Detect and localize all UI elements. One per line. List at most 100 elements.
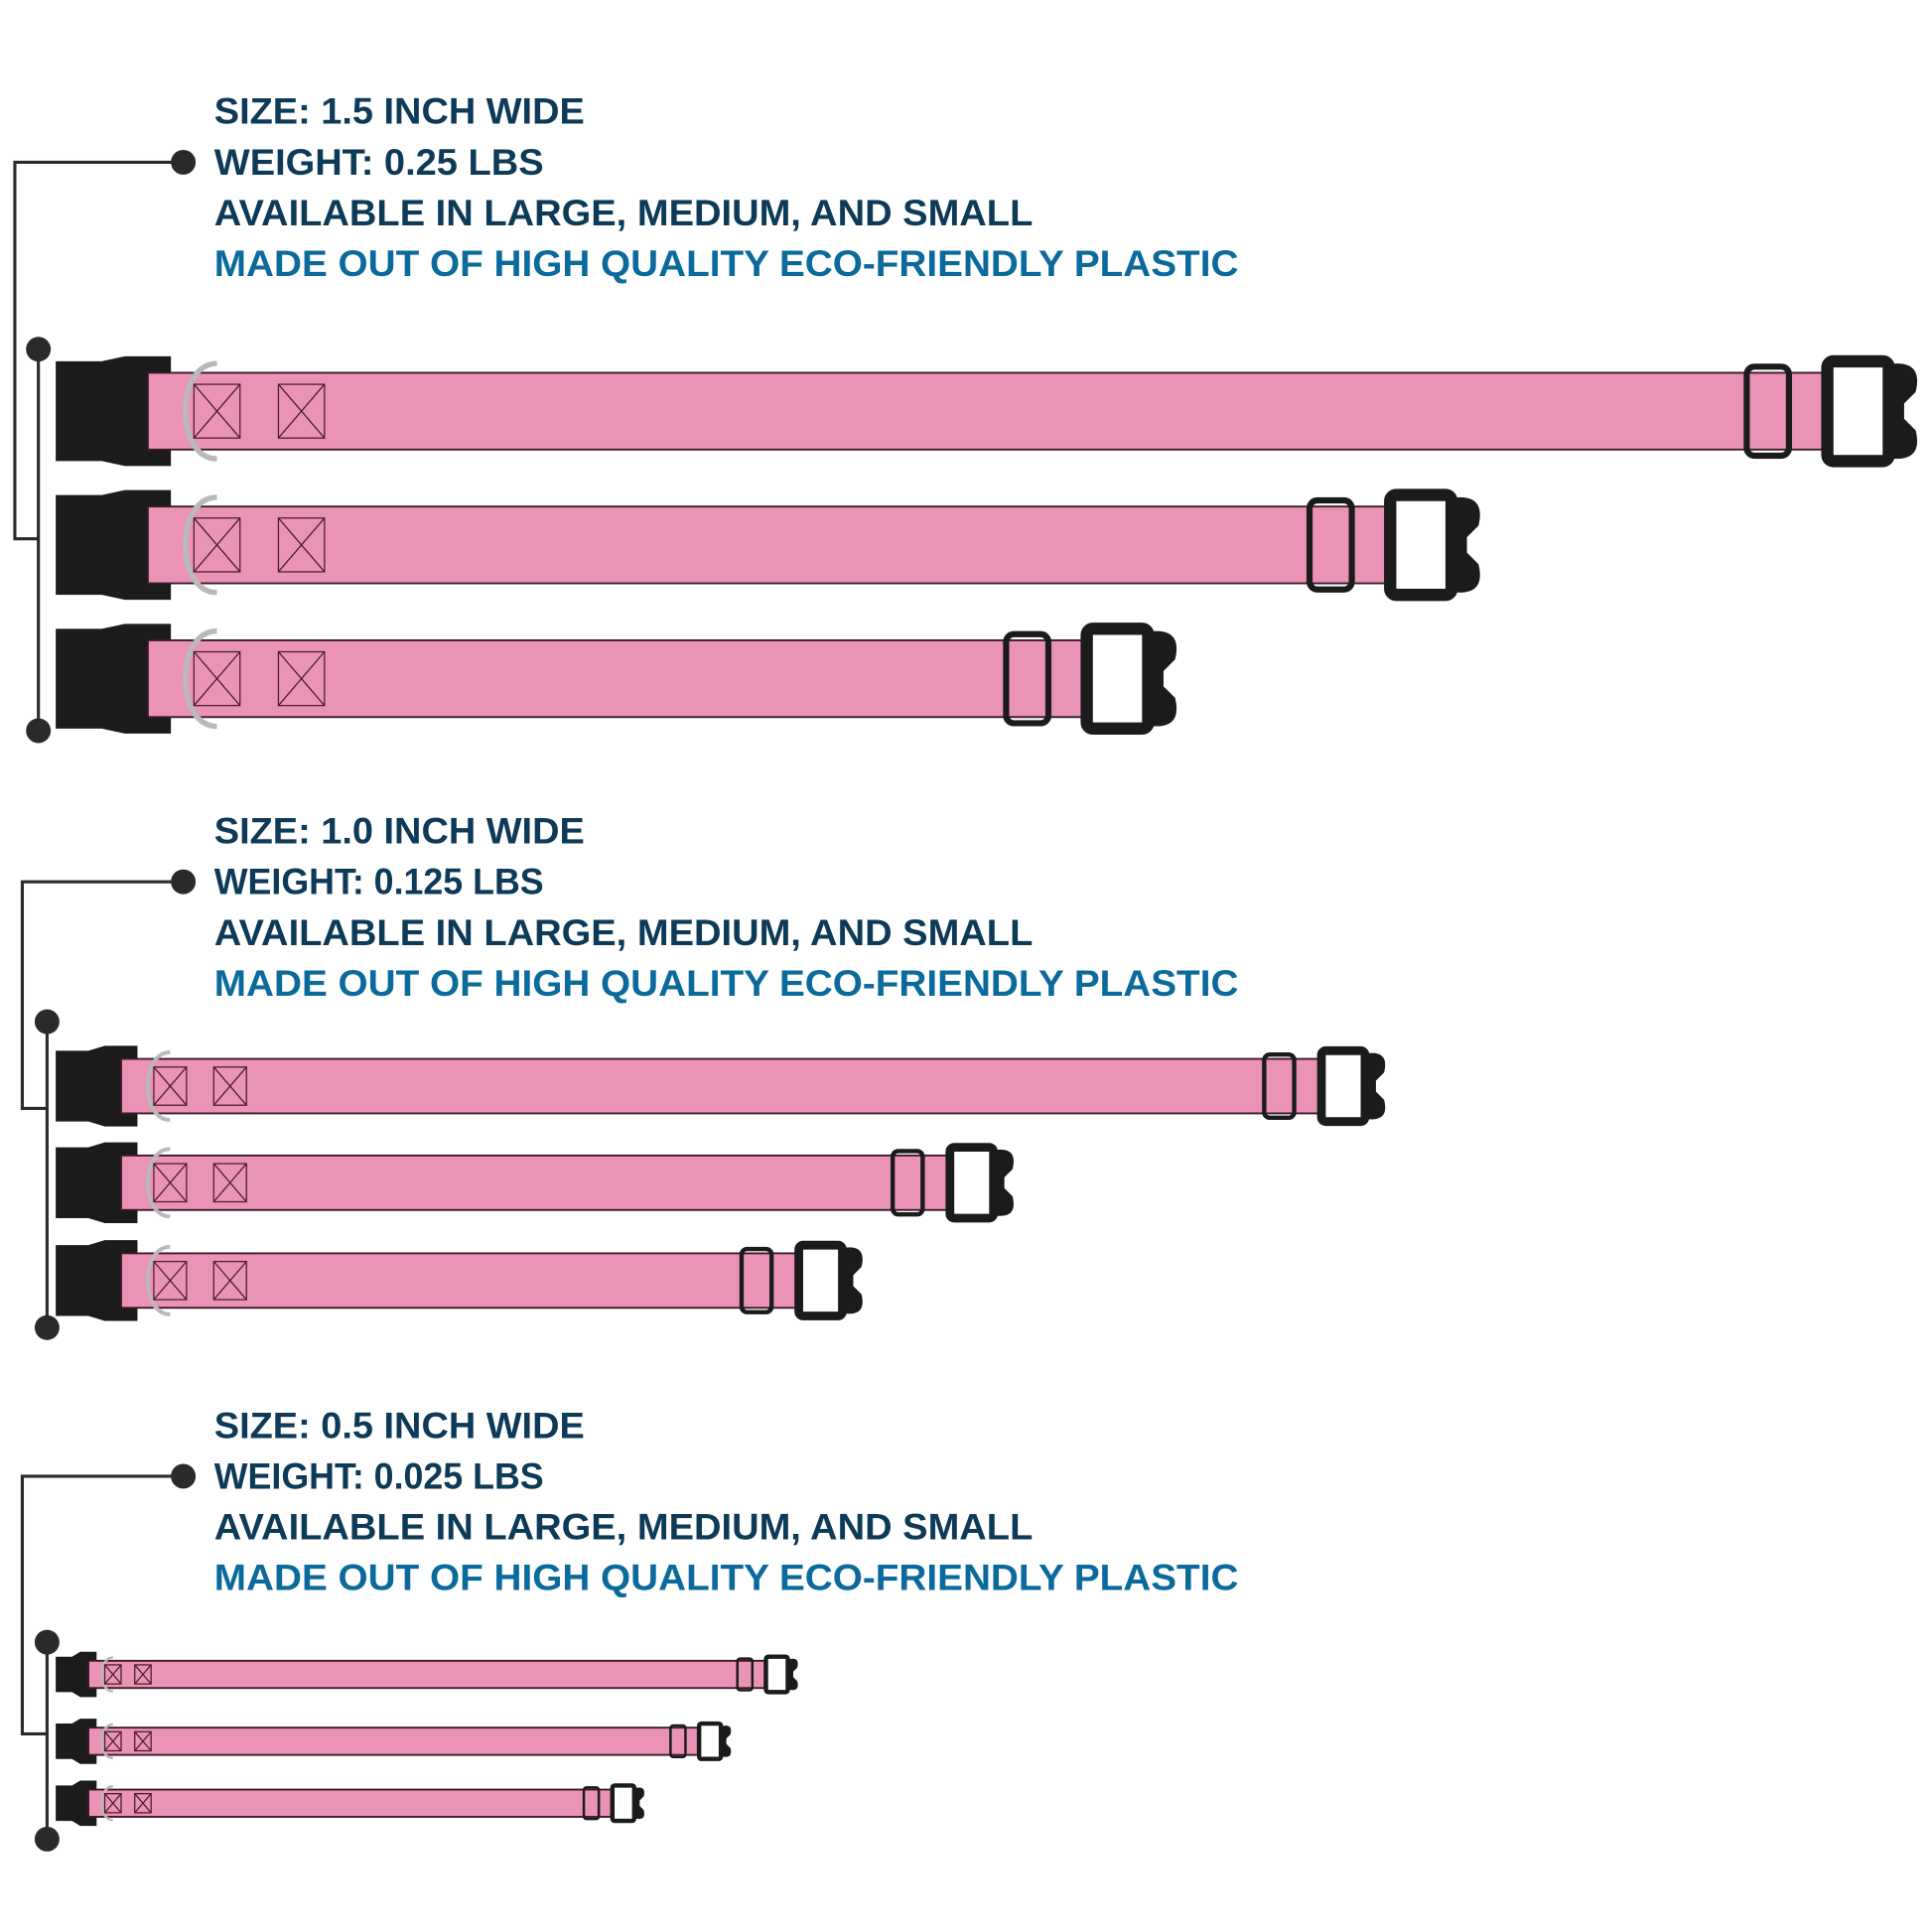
stitch-box: [103, 1793, 122, 1814]
stitch-box: [153, 1066, 188, 1106]
bracket-line: [13, 160, 184, 541]
bracket-dot: [34, 1826, 60, 1852]
stitch-box: [193, 650, 241, 707]
availability-label: AVAILABLE IN LARGE, MEDIUM, AND SMALL: [214, 192, 1034, 233]
adjust-slider: [1743, 363, 1793, 460]
stitch-box: [134, 1793, 152, 1814]
stitch-box: [193, 383, 241, 439]
stitch-cross: [193, 383, 241, 439]
bracket-connector: [20, 869, 197, 1340]
male-buckle-prongs: [635, 1787, 644, 1820]
stitch-box: [212, 1163, 247, 1203]
strap: [147, 638, 1084, 719]
collar-large: [56, 1651, 798, 1698]
d-ring: [100, 1785, 114, 1822]
strap: [120, 1252, 797, 1310]
stitch-cross: [153, 1163, 188, 1202]
male-buckle-prongs: [845, 1247, 863, 1314]
male-buckle-prongs: [788, 1658, 798, 1691]
size-label: SIZE: 1.5 INCH WIDE: [214, 90, 585, 132]
bracket-connector: [20, 1463, 197, 1852]
female-buckle: [56, 489, 172, 601]
stitch-box: [134, 1664, 152, 1685]
male-buckle-frame: [696, 1721, 724, 1761]
adjust-slider: [669, 1724, 687, 1759]
female-buckle: [56, 1719, 97, 1764]
male-buckle-frame: [794, 1240, 847, 1320]
collar-large: [56, 354, 1918, 468]
stitch-box: [153, 1261, 188, 1301]
male-buckle-prongs: [996, 1149, 1015, 1216]
strap: [120, 1154, 948, 1211]
stitch-cross: [104, 1664, 122, 1685]
female-buckle: [56, 1651, 97, 1698]
stitch-box: [193, 517, 241, 573]
weight-label: WEIGHT: 0.25 LBS: [214, 141, 544, 183]
bracket-connector: [13, 149, 197, 744]
size-label: SIZE: 0.5 INCH WIDE: [214, 1404, 585, 1446]
male-buckle-frame: [1080, 622, 1155, 736]
stitch-cross: [134, 1793, 152, 1814]
bracket-line: [20, 880, 184, 1111]
female-buckle: [56, 355, 172, 467]
stitch-cross: [104, 1793, 122, 1814]
stitch-cross: [193, 651, 241, 707]
stitch-box: [277, 383, 326, 439]
strap: [87, 1726, 699, 1756]
bracket-dot: [34, 1629, 60, 1655]
stitch-box: [277, 517, 326, 573]
d-ring: [182, 360, 217, 462]
collar-small: [56, 1240, 863, 1321]
adjust-slider: [739, 1246, 774, 1314]
collar-medium: [56, 488, 1480, 602]
availability-label: AVAILABLE IN LARGE, MEDIUM, AND SMALL: [214, 1506, 1034, 1548]
material-label: MADE OUT OF HIGH QUALITY ECO-FRIENDLY PL…: [214, 1557, 1239, 1598]
female-buckle: [56, 623, 172, 734]
bracket-dot: [171, 869, 197, 895]
d-ring: [145, 1147, 171, 1219]
stitch-box: [134, 1730, 152, 1752]
male-buckle-frame: [1316, 1045, 1370, 1127]
stitch-cross: [104, 1730, 122, 1751]
stitch-box: [277, 650, 326, 707]
male-buckle-frame: [610, 1783, 637, 1824]
material-label: MADE OUT OF HIGH QUALITY ECO-FRIENDLY PL…: [214, 962, 1239, 1004]
bracket-dot: [171, 1463, 197, 1489]
d-ring: [145, 1050, 171, 1122]
bracket-dot: [171, 149, 197, 175]
stitch-cross: [277, 651, 326, 707]
male-buckle-frame: [1384, 488, 1458, 602]
stitch-cross: [212, 1261, 247, 1301]
stitch-cross: [134, 1730, 152, 1751]
stitch-box: [212, 1261, 247, 1301]
male-buckle-prongs: [1892, 363, 1918, 460]
weight-label: WEIGHT: 0.025 LBS: [214, 1454, 544, 1496]
stitch-cross: [277, 383, 326, 439]
male-buckle-prongs: [1454, 496, 1480, 593]
stitch-cross: [134, 1664, 152, 1685]
female-buckle: [56, 1142, 138, 1223]
availability-label: AVAILABLE IN LARGE, MEDIUM, AND SMALL: [214, 911, 1034, 953]
female-buckle: [56, 1240, 138, 1321]
adjust-slider: [1306, 496, 1355, 593]
stitch-cross: [277, 517, 326, 573]
bracket-dot: [26, 718, 52, 744]
adjust-slider: [1262, 1051, 1297, 1121]
weight-label: WEIGHT: 0.125 LBS: [214, 861, 544, 902]
d-ring: [100, 1723, 114, 1760]
strap: [87, 1659, 766, 1690]
collar-medium: [56, 1142, 1015, 1223]
adjust-slider: [890, 1149, 925, 1217]
material-label: MADE OUT OF HIGH QUALITY ECO-FRIENDLY PL…: [214, 242, 1239, 284]
size-group-0: SIZE: 1.5 INCH WIDE WEIGHT: 0.25 LBS AVAIL…: [214, 90, 1239, 284]
stitch-cross: [153, 1066, 188, 1106]
adjust-slider: [582, 1786, 601, 1821]
male-buckle-frame: [1821, 354, 1895, 468]
size-group-2: SIZE: 0.5 INCH WIDE WEIGHT: 0.025 LBS AVAI…: [214, 1404, 1239, 1597]
strap: [120, 1057, 1320, 1115]
strap: [87, 1788, 613, 1818]
size-label: SIZE: 1.0 INCH WIDE: [214, 810, 585, 852]
bracket-dot: [34, 1314, 60, 1340]
stitch-cross: [193, 517, 241, 573]
